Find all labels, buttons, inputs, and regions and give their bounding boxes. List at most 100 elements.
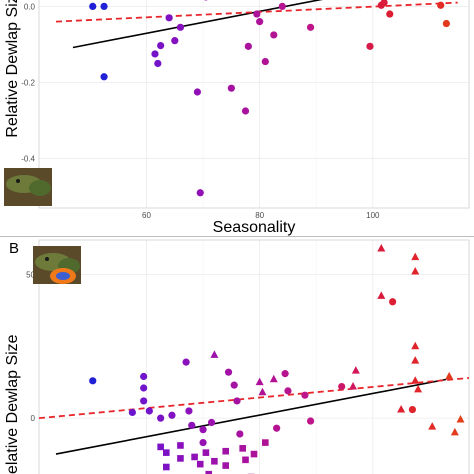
data-point-triangle <box>269 374 278 383</box>
data-point <box>140 397 148 405</box>
lizard-illustration <box>33 246 81 284</box>
data-point <box>224 368 233 376</box>
data-point <box>168 411 176 419</box>
data-point-triangle <box>349 381 358 390</box>
data-point-square <box>177 455 184 462</box>
data-point <box>157 414 165 422</box>
plot-border <box>38 239 470 474</box>
data-point <box>157 41 165 50</box>
data-point-square <box>196 460 204 468</box>
data-points <box>89 244 465 474</box>
data-point <box>442 19 450 28</box>
data-point <box>207 418 216 427</box>
lizard-eye <box>45 257 49 261</box>
y-axis-title: Relative Dewlap Size <box>4 334 21 474</box>
data-points <box>89 0 450 197</box>
data-point <box>233 397 241 405</box>
data-point <box>236 430 244 438</box>
data-point-square <box>239 445 246 452</box>
data-point <box>284 387 292 395</box>
panel-b: 50 0 Relative Dewlap Size B <box>4 239 470 474</box>
data-point <box>199 426 207 434</box>
data-point-triangle <box>411 356 420 364</box>
x-axis-title: Seasonality <box>213 219 296 236</box>
data-point <box>89 377 97 385</box>
data-point-triangle <box>258 387 267 396</box>
lizard-dewlap-center <box>56 272 70 280</box>
data-point <box>199 438 207 447</box>
data-point <box>151 50 159 58</box>
data-point-triangle <box>377 244 386 252</box>
data-point <box>408 405 417 414</box>
data-point <box>389 298 397 306</box>
data-point <box>100 73 108 81</box>
data-point <box>140 384 148 392</box>
data-point-triangle <box>397 404 406 413</box>
fit-line-solid <box>72 0 323 49</box>
data-point-square <box>163 449 170 456</box>
data-point <box>185 407 193 415</box>
data-point <box>244 42 252 50</box>
plot-border <box>38 0 470 209</box>
y-tick-label: -0.2 <box>21 78 35 87</box>
data-point-triangle <box>255 377 264 386</box>
data-point-triangle <box>414 384 423 393</box>
data-point <box>270 31 278 39</box>
y-tick-label: 50 <box>26 270 35 279</box>
data-point-triangle <box>445 371 454 380</box>
data-point <box>140 372 148 381</box>
lizard-eye <box>16 179 20 183</box>
data-point <box>188 421 196 429</box>
data-point <box>182 358 190 366</box>
data-point <box>256 18 264 26</box>
data-point-square <box>191 453 198 461</box>
data-point-triangle <box>450 427 459 436</box>
fit-lines <box>39 377 469 455</box>
data-point-square <box>222 462 230 469</box>
data-point-triangle <box>428 422 437 430</box>
data-point-triangle <box>411 267 420 275</box>
data-point-triangle <box>456 414 465 423</box>
data-point <box>306 417 315 425</box>
data-point-square <box>242 456 249 464</box>
data-point <box>306 23 315 31</box>
y-axis-title: Relative Dewlap Size <box>4 0 21 138</box>
data-point <box>145 407 153 415</box>
data-point <box>193 88 202 96</box>
data-point <box>253 10 261 18</box>
data-point <box>241 107 250 115</box>
x-tick-label: 80 <box>255 211 264 220</box>
data-point <box>301 391 309 399</box>
lizard-body <box>29 180 51 196</box>
y-tick-label: 0 <box>31 414 36 423</box>
data-point-square <box>157 443 164 451</box>
x-tick-label: 100 <box>366 211 380 220</box>
data-point <box>278 2 286 11</box>
data-point-square <box>163 463 170 471</box>
data-point <box>154 59 162 68</box>
fit-line-dashed <box>39 377 469 420</box>
data-point <box>128 408 136 417</box>
panel-a: 0.0 -0.2 -0.4 60 80 100 Seasonality Relative De… <box>4 0 470 236</box>
data-point-square <box>205 470 213 474</box>
x-tick-label: 60 <box>142 211 151 220</box>
data-point <box>386 10 394 18</box>
data-point-triangle <box>210 350 219 358</box>
data-point <box>437 1 445 9</box>
data-point <box>380 0 388 7</box>
data-point <box>261 57 269 66</box>
panel-label: B <box>9 240 19 257</box>
data-point <box>89 2 97 11</box>
data-point <box>366 42 374 50</box>
y-tick-label: -0.4 <box>21 155 35 164</box>
data-point <box>196 189 204 197</box>
data-point-square <box>222 447 230 455</box>
data-point-square <box>262 439 269 446</box>
data-point-square <box>250 450 258 458</box>
y-tick-label: 0.0 <box>24 2 36 11</box>
data-point-square <box>177 442 184 449</box>
data-point <box>227 84 235 92</box>
lizard-illustration <box>4 168 52 206</box>
data-point <box>176 23 185 31</box>
